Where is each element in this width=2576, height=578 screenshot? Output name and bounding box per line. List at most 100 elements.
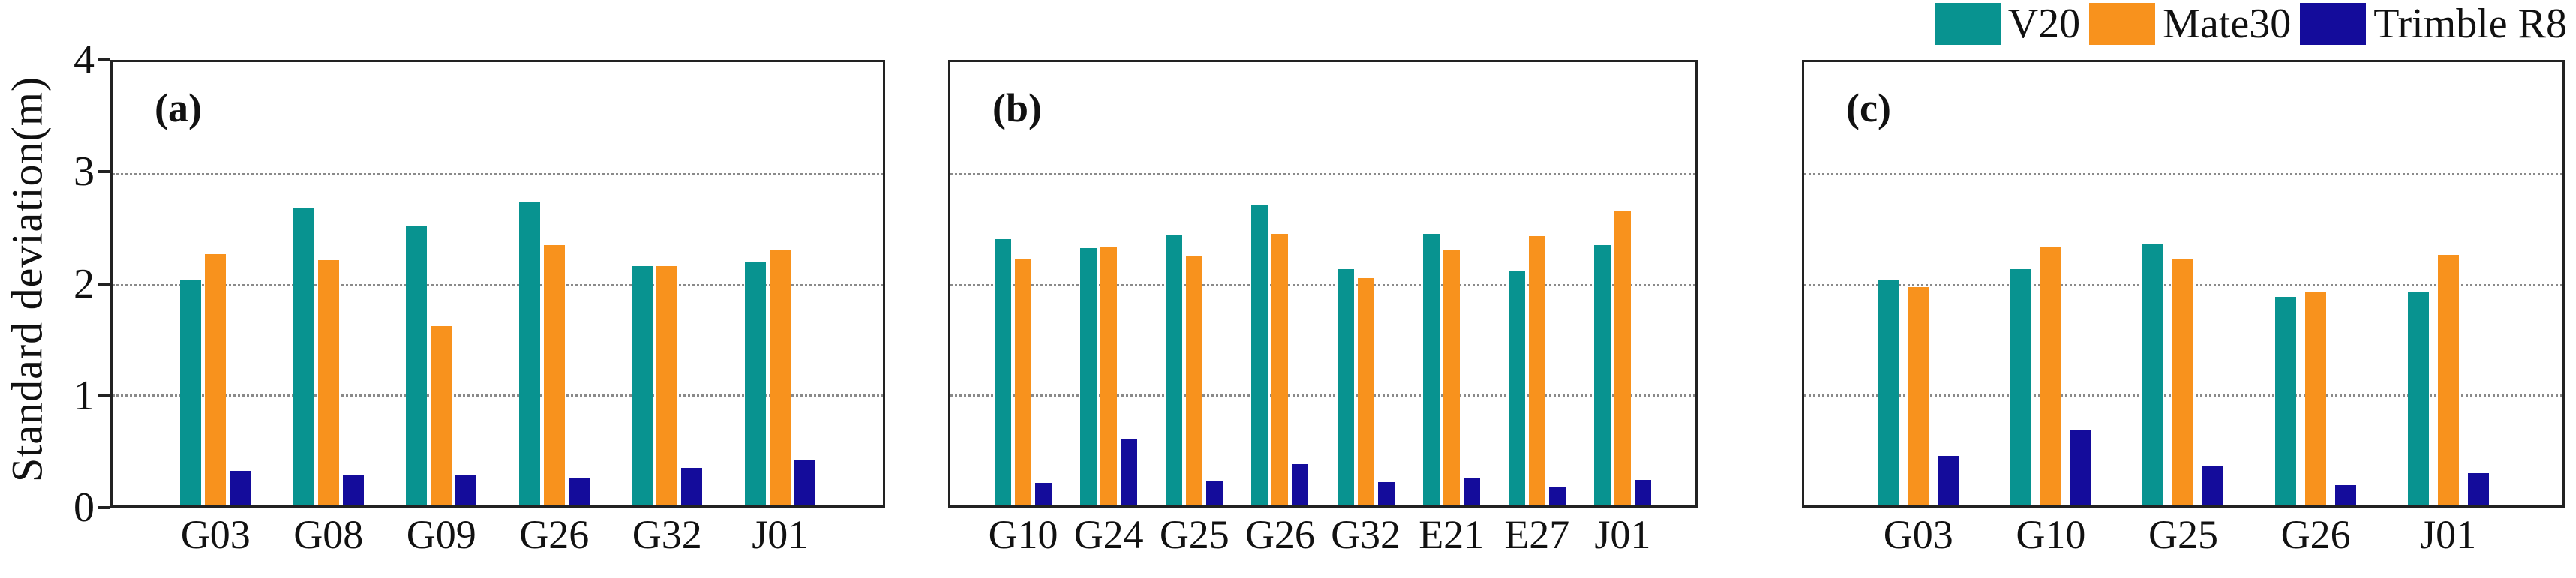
bar-G10-trimble-r8: [1035, 483, 1052, 505]
category-label-E27: E27: [1504, 512, 1570, 557]
y-tickmark: [98, 394, 110, 397]
category-slot-G24: [1066, 62, 1151, 505]
category-slot-G03: [1852, 62, 1985, 505]
bar-J01-trimble-r8: [794, 460, 815, 505]
bar-group-G10: [2010, 62, 2091, 505]
bar-G03-mate30: [1908, 286, 1929, 505]
legend-label-trimble-r8: Trimble R8: [2373, 1, 2567, 47]
y-tick-label-2: 2: [74, 260, 95, 307]
category-label-G03: G03: [180, 512, 251, 557]
category-label-G32: G32: [632, 512, 702, 557]
bar-J01-trimble-r8: [2467, 473, 2489, 505]
category-label-E21: E21: [1419, 512, 1485, 557]
category-slot-G09: [385, 62, 498, 505]
category-label-G03: G03: [1883, 512, 1953, 557]
bar-G24-v20: [1080, 248, 1097, 505]
bar-group-J01: [1593, 62, 1651, 505]
panel-c: (c) G03 G10 G25 G26 J01: [1802, 60, 2565, 555]
y-tickmark: [98, 58, 110, 61]
bars-row: [1804, 62, 2562, 505]
y-tick-label-4: 4: [74, 37, 95, 83]
y-tickmark: [98, 506, 110, 509]
bar-G03-mate30: [205, 253, 227, 505]
bar-group-G32: [632, 62, 703, 505]
bar-J01-mate30: [1614, 211, 1631, 505]
gridline-y2: [950, 283, 1695, 286]
trimble-r8-swatch-icon: [2300, 3, 2367, 45]
gridline-y3: [1804, 172, 2562, 175]
category-label-G25: G25: [1159, 512, 1229, 557]
bar-J01-v20: [1593, 244, 1611, 505]
gridline-y3: [950, 172, 1695, 175]
category-label-G24: G24: [1073, 512, 1144, 557]
bar-group-G03: [180, 62, 251, 505]
y-axis: 0 1 2 3 4: [50, 39, 110, 529]
bar-E21-mate30: [1443, 249, 1460, 505]
bar-G26-mate30: [543, 244, 565, 505]
category-label-G26: G26: [2280, 512, 2351, 557]
bar-G10-v20: [995, 239, 1012, 505]
bar-E21-trimble-r8: [1463, 478, 1480, 505]
y-tick-label-3: 3: [74, 148, 95, 196]
bar-G32-v20: [632, 265, 653, 505]
bar-group-J01: [2407, 62, 2489, 505]
y-tick-label-0: 0: [74, 484, 95, 531]
bar-G26-v20: [1251, 205, 1268, 505]
bar-group-J01: [744, 62, 815, 505]
panel-b: (b) G10 G24 G25 G26 G32 E21 E27 J01: [948, 60, 1698, 555]
bar-G03-trimble-r8: [1938, 455, 1959, 505]
category-label-G32: G32: [1331, 512, 1401, 557]
gridline-y1: [950, 394, 1695, 397]
category-slot-J01: [1580, 62, 1665, 505]
legend: V20 Mate30 Trimble R8: [1934, 1, 2567, 47]
bar-G25-mate30: [2172, 258, 2194, 505]
category-label-J01: J01: [752, 512, 809, 557]
bar-G10-mate30: [1015, 258, 1032, 505]
bar-group-G26: [2275, 62, 2357, 505]
gridline-y2: [113, 283, 883, 286]
bar-J01-v20: [2407, 291, 2429, 505]
category-labels-row: G10 G24 G25 G26 G32 E21 E27 J01: [950, 505, 1695, 564]
legend-label-v20: V20: [2007, 1, 2081, 47]
bar-group-G08: [293, 62, 364, 505]
bar-group-G25: [2142, 62, 2224, 505]
bar-group-E21: [1422, 62, 1480, 505]
bar-J01-mate30: [769, 249, 791, 505]
panel-a: (a) G03 G08 G09 G26 G32 J01: [110, 60, 885, 555]
gridline-y1: [113, 394, 883, 397]
category-label-G10: G10: [2016, 512, 2086, 557]
category-slot-G10: [1985, 62, 2118, 505]
category-slot-G26: [498, 62, 611, 505]
gridline-y3: [113, 172, 883, 175]
bar-G09-trimble-r8: [455, 474, 477, 505]
v20-swatch-icon: [1934, 3, 2001, 45]
bar-G03-v20: [1878, 280, 1899, 505]
bar-group-G10: [995, 62, 1052, 505]
legend-item-v20: V20: [1934, 1, 2081, 47]
bar-J01-mate30: [2437, 255, 2459, 505]
category-slot-E27: [1494, 62, 1580, 505]
category-label-G26: G26: [519, 512, 590, 557]
bar-G09-mate30: [431, 325, 452, 505]
bar-G26-trimble-r8: [2335, 485, 2357, 505]
bar-G08-mate30: [317, 260, 339, 505]
bar-G10-v20: [2010, 269, 2031, 505]
bar-G08-trimble-r8: [342, 474, 364, 505]
category-label-J01: J01: [2420, 512, 2477, 557]
panel-letter: (a): [155, 85, 202, 130]
bar-G32-trimble-r8: [1377, 481, 1395, 505]
panel-letter: (b): [992, 85, 1042, 130]
category-slot-G26: [1237, 62, 1323, 505]
category-label-G10: G10: [988, 512, 1058, 557]
bar-group-G26: [1251, 62, 1309, 505]
category-slot-G32: [611, 62, 724, 505]
bar-G03-v20: [180, 280, 202, 505]
bar-E21-v20: [1422, 234, 1440, 505]
bar-group-G24: [1080, 62, 1138, 505]
bars-row: [950, 62, 1695, 505]
bar-G26-v20: [518, 202, 540, 505]
bar-group-G26: [518, 62, 590, 505]
category-labels-row: G03 G10 G25 G26 J01: [1804, 505, 2562, 564]
category-label-G09: G09: [406, 512, 476, 557]
category-slot-J01: [2382, 62, 2514, 505]
